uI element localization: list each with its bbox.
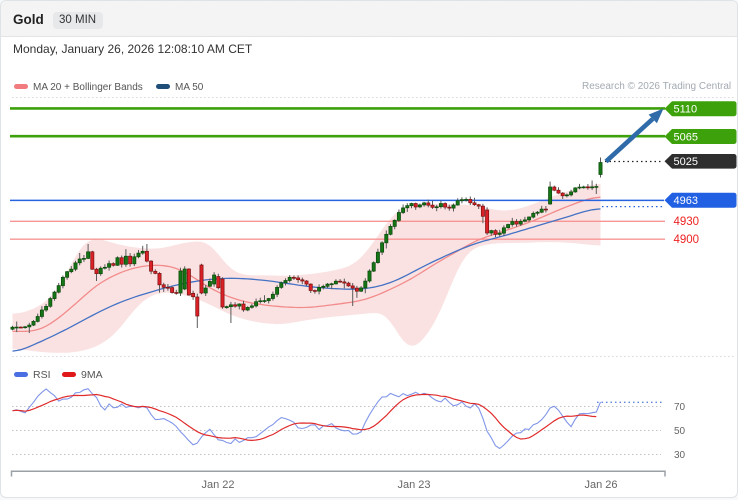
svg-text:5065: 5065 bbox=[674, 131, 698, 143]
svg-text:5025: 5025 bbox=[674, 156, 698, 168]
svg-text:Jan 22: Jan 22 bbox=[201, 479, 234, 491]
svg-text:Jan 23: Jan 23 bbox=[397, 479, 430, 491]
svg-text:5110: 5110 bbox=[674, 104, 698, 116]
svg-text:4930: 4930 bbox=[674, 216, 700, 228]
svg-text:50: 50 bbox=[674, 426, 686, 437]
svg-text:70: 70 bbox=[674, 402, 686, 413]
svg-text:4900: 4900 bbox=[674, 234, 700, 246]
svg-text:4963: 4963 bbox=[674, 195, 698, 207]
svg-text:30: 30 bbox=[674, 450, 686, 461]
svg-text:Jan 26: Jan 26 bbox=[584, 479, 617, 491]
